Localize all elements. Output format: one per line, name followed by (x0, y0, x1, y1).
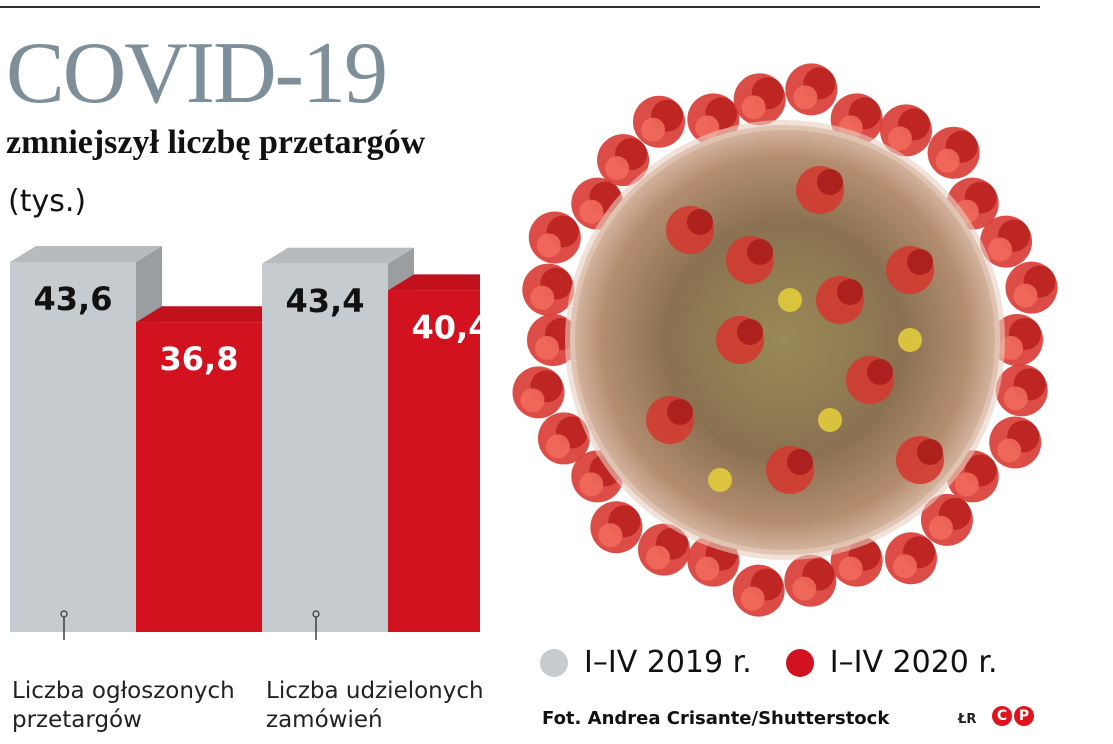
category-label-line: zamówień (266, 707, 383, 733)
virus-spike (1013, 283, 1038, 308)
virus-spike (837, 279, 863, 305)
category-label-line: Liczba udzielonych (266, 678, 484, 704)
publisher-logo: C P (992, 706, 1036, 726)
bar-front-face (262, 263, 388, 632)
virus-spike (747, 239, 773, 265)
category-label-awarded: Liczba udzielonych zamówień (266, 677, 484, 735)
virus-spike (741, 95, 766, 120)
virus-spike (793, 85, 818, 110)
virus-spike (867, 359, 893, 385)
bar-value-label: 40,4 (412, 308, 480, 346)
category-label-line: Liczba ogłoszonych (12, 678, 235, 704)
virus-spike (917, 439, 943, 465)
top-rule (0, 6, 1040, 8)
virus-spike (928, 515, 953, 540)
virus-spike (530, 285, 555, 310)
bar-2020-awarded (388, 274, 480, 632)
bar-top-face (136, 306, 288, 323)
legend-dot-2020 (785, 649, 814, 677)
logo-letter: C (992, 706, 1012, 726)
coronavirus-illustration (512, 63, 1058, 617)
virus-spike (818, 408, 842, 432)
virus-spike (898, 328, 922, 352)
legend-label-2020: I–IV 2020 r. (829, 645, 998, 680)
legend-label-2019: I–IV 2019 r. (584, 645, 752, 680)
bar-value-label: 43,4 (286, 282, 365, 320)
virus-spike (787, 449, 813, 475)
virus-spike (888, 126, 912, 151)
category-label-announced: Liczba ogłoszonych przetargów (12, 677, 235, 735)
bar-front-face (136, 322, 262, 632)
page-subtitle: zmniejszył liczbę przetargów (6, 124, 426, 161)
page-title: COVID-19 (6, 25, 388, 122)
virus-spike (520, 388, 545, 413)
virus-spike (817, 169, 843, 195)
unit-label: (tys.) (8, 184, 87, 219)
virus-spike (667, 399, 693, 425)
virus-spike (740, 586, 765, 611)
author-initials: ŁR (958, 712, 977, 727)
virus-spike (579, 472, 604, 497)
bar-value-label: 36,8 (160, 340, 239, 378)
virus-spike (1003, 386, 1028, 411)
virus-spike (646, 545, 670, 570)
virus-spike (997, 438, 1022, 463)
virus-spike (598, 523, 623, 548)
virus-spike (792, 576, 817, 601)
virus-spike (954, 472, 979, 497)
virus-spike (999, 336, 1023, 360)
logo-letter: P (1014, 706, 1034, 726)
bar-top-face (262, 247, 414, 264)
category-label-line: przetargów (12, 707, 142, 733)
virus-spike (535, 336, 559, 360)
legend-dot-2019 (540, 649, 568, 677)
bar-front-face (10, 262, 136, 632)
virus-spike (893, 554, 917, 579)
virus-spike (778, 288, 802, 312)
photo-credit: Fot. Andrea Crisante/Shutterstock (542, 708, 890, 729)
bar-top-face (10, 246, 162, 262)
virus-spike (737, 319, 763, 345)
bar-value-label: 43,6 (34, 280, 113, 318)
virus-spike (545, 434, 570, 459)
virus-spike (536, 233, 561, 258)
legend: I–IV 2019 r. I–IV 2020 r. (540, 646, 1032, 680)
virus-spike (935, 148, 960, 173)
virus-spike (838, 556, 863, 581)
virus-spike (988, 237, 1013, 262)
virus-spike (605, 156, 630, 181)
virus-spike (695, 556, 720, 581)
virus-spike (579, 199, 604, 224)
virus-spike (641, 117, 665, 142)
bar-chart: 43,6 36,8 43,4 40,4 (10, 246, 480, 640)
bar-top-face (388, 274, 480, 291)
virus-spike (708, 468, 732, 492)
virus-spike (907, 249, 933, 275)
bar-front-face (388, 290, 480, 632)
virus-spike (687, 209, 713, 235)
